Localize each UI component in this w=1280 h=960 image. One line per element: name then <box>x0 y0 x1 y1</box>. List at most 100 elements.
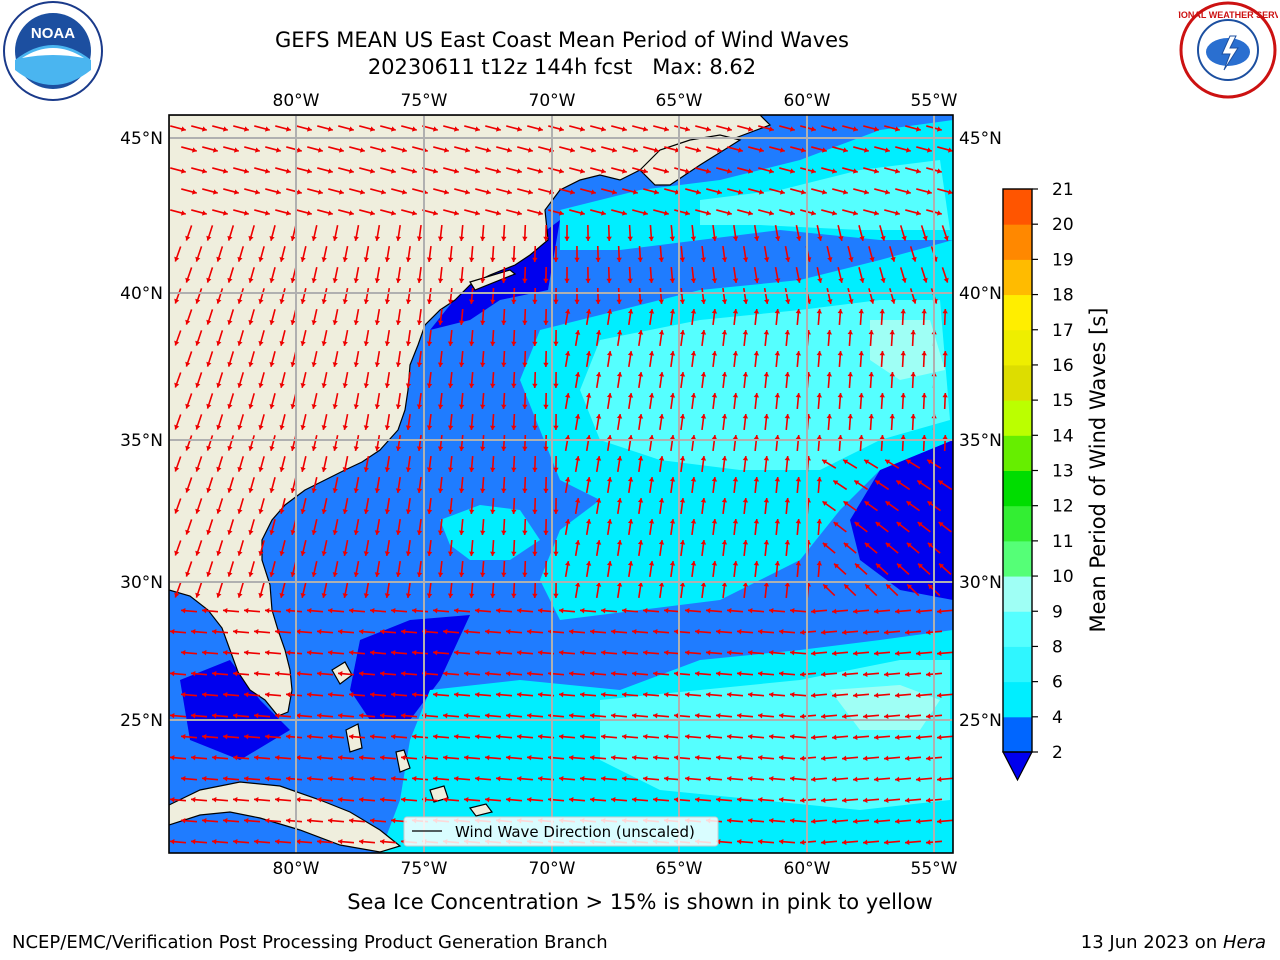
direction-arrow <box>889 371 895 389</box>
direction-arrow <box>269 435 276 451</box>
direction-arrow <box>185 225 193 241</box>
direction-arrow <box>669 560 676 578</box>
direction-arrow <box>180 608 198 614</box>
direction-arrow <box>195 372 203 388</box>
direction-arrow <box>464 209 480 216</box>
direction-arrow <box>916 146 932 153</box>
direction-arrow <box>810 776 828 782</box>
direction-arrow <box>879 267 886 283</box>
direction-arrow <box>852 650 870 656</box>
direction-arrow <box>705 776 723 782</box>
direction-arrow <box>443 209 459 216</box>
direction-arrow <box>501 518 507 536</box>
direction-arrow <box>673 629 691 635</box>
direction-arrow <box>332 267 339 283</box>
direction-arrow <box>237 288 245 304</box>
direction-arrow <box>358 839 376 845</box>
direction-arrow <box>721 539 728 557</box>
direction-arrow <box>917 521 931 533</box>
direction-arrow <box>469 287 475 305</box>
direction-arrow <box>400 671 418 677</box>
direction-arrow <box>795 350 802 368</box>
direction-arrow <box>705 734 723 740</box>
direction-arrow <box>211 797 229 803</box>
direction-arrow <box>553 287 559 305</box>
direction-arrow <box>501 308 507 326</box>
direction-arrow <box>369 692 387 698</box>
direction-arrow <box>875 563 889 575</box>
direction-arrow <box>311 519 318 535</box>
direction-arrow <box>732 350 739 368</box>
lon-label: 75°W <box>401 859 448 879</box>
colorbar-segment <box>1003 646 1032 683</box>
direction-arrow <box>909 246 917 262</box>
direction-arrow <box>595 287 601 305</box>
direction-arrow <box>879 392 885 410</box>
direction-arrow <box>185 393 193 409</box>
direction-arrow <box>784 413 791 431</box>
direction-arrow <box>669 266 676 284</box>
direction-arrow <box>632 125 648 132</box>
colorbar-tick-label: 9 <box>1052 602 1063 622</box>
direction-arrow <box>732 518 739 536</box>
direction-arrow <box>690 392 697 410</box>
direction-arrow <box>637 371 644 389</box>
direction-arrow <box>862 839 880 845</box>
direction-arrow <box>285 818 303 824</box>
lon-label: 55°W <box>911 859 958 879</box>
map-legend: Wind Wave Direction (unscaled) <box>403 816 719 847</box>
direction-arrow <box>669 308 676 326</box>
direction-arrow <box>501 392 507 410</box>
direction-arrow <box>374 224 381 242</box>
direction-arrow <box>253 671 271 677</box>
direction-arrow <box>185 435 193 451</box>
direction-arrow <box>321 498 328 514</box>
direction-arrow <box>227 309 235 325</box>
direction-arrow <box>742 371 749 389</box>
direction-arrow <box>679 371 686 389</box>
direction-arrow <box>622 146 638 153</box>
direction-arrow <box>753 434 760 452</box>
direction-arrow <box>447 497 454 515</box>
wind-wave-direction-arrows <box>169 125 953 845</box>
direction-arrow <box>358 797 376 803</box>
direction-arrow <box>842 167 858 174</box>
direction-arrow <box>458 308 465 326</box>
direction-arrow <box>726 650 744 656</box>
direction-arrow <box>279 414 286 430</box>
direction-arrow <box>458 476 465 494</box>
direction-arrow <box>316 797 334 803</box>
direction-arrow <box>401 209 417 216</box>
direction-arrow <box>332 393 339 409</box>
direction-arrow <box>216 582 224 598</box>
direction-arrow <box>321 246 328 262</box>
chart-title: GEFS MEAN US East Coast Mean Period of W… <box>275 28 849 52</box>
direction-arrow <box>820 797 838 803</box>
direction-arrow <box>889 329 895 347</box>
direction-arrow <box>285 650 303 656</box>
direction-arrow <box>426 245 433 263</box>
sea-ice-note: Sea Ice Concentration > 15% is shown in … <box>347 890 933 914</box>
direction-arrow <box>405 413 412 431</box>
direction-arrow <box>853 479 869 491</box>
direction-arrow <box>905 209 921 216</box>
direction-arrow <box>875 521 889 533</box>
colorbar: 2 4 6 8 9 10 11 12 13 14 15 16 17 18 19 20 21 <box>1002 180 1074 782</box>
direction-arrow <box>311 267 318 283</box>
direction-arrow <box>395 560 402 578</box>
direction-arrow <box>348 692 366 698</box>
direction-arrow <box>810 608 828 614</box>
direction-arrow <box>648 224 654 242</box>
direction-arrow <box>606 518 613 536</box>
direction-arrow <box>501 224 507 242</box>
colorbar-tick-label: 19 <box>1052 250 1074 270</box>
direction-arrow <box>401 167 417 174</box>
direction-arrow <box>769 146 785 153</box>
direction-arrow <box>442 755 460 761</box>
direction-arrow <box>191 167 207 174</box>
direction-arrow <box>558 608 576 614</box>
direction-arrow <box>843 583 857 597</box>
colorbar-tick-label: 10 <box>1052 567 1074 587</box>
direction-arrow <box>543 434 549 452</box>
direction-arrow <box>789 692 807 698</box>
